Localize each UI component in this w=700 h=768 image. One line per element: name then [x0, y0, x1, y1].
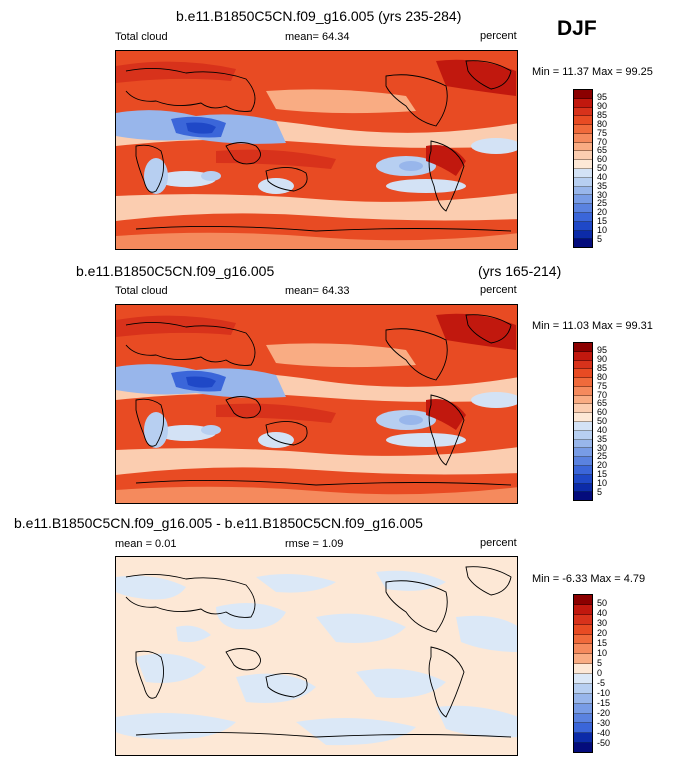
colorbar-tick-label: 25	[597, 451, 608, 462]
panel3-map	[115, 556, 518, 756]
colorbar-tick-label: 10	[597, 477, 608, 488]
colorbar-tick-label: 80	[597, 118, 608, 129]
colorbar-tick-label: 95	[597, 345, 608, 356]
colorbar-tick-label: 20	[597, 628, 608, 639]
colorbar-tick-label: -10	[597, 687, 611, 698]
panel1-units: percent	[480, 30, 517, 42]
panel3-minmax: Min = -6.33 Max = 4.79	[532, 573, 646, 585]
colorbar-tick-label: -40	[597, 727, 611, 738]
colorbar-tick-label: 5	[597, 658, 603, 669]
colorbar-tick-label: 25	[597, 198, 608, 209]
panel1-mean: mean= 64.34	[285, 31, 350, 43]
colorbar-tick-label: 95	[597, 92, 608, 103]
colorbar-tick-label: -15	[597, 697, 611, 708]
colorbar-tick-label: 15	[597, 469, 608, 479]
colorbar-tick-label: 40	[597, 608, 608, 619]
colorbar-tick-label: 40	[597, 171, 608, 182]
panel1-title: b.e11.B1850C5CN.f09_g16.005 (yrs 235-284…	[176, 8, 462, 24]
panel2-mean: mean= 64.33	[285, 285, 350, 297]
colorbar-tick-label: 75	[597, 127, 608, 138]
colorbar-tick-label: -30	[597, 717, 611, 728]
panel3-units: percent	[480, 537, 517, 549]
panel1-colorbar	[573, 89, 593, 248]
colorbar-tick-label: 50	[597, 163, 608, 173]
panel1-variable: Total cloud	[115, 31, 168, 43]
colorbar-tick-label: 15	[597, 216, 608, 226]
colorbar-tick-label: 35	[597, 433, 608, 444]
colorbar-tick-label: 20	[597, 207, 608, 218]
panel3-title: b.e11.B1850C5CN.f09_g16.005 - b.e11.B185…	[14, 515, 423, 531]
colorbar-tick-label: 35	[597, 180, 608, 191]
colorbar-tick-label: 0	[597, 668, 603, 678]
colorbar-tick-label: 90	[597, 354, 608, 365]
colorbar-tick-label: 80	[597, 371, 608, 382]
colorbar-tick-label: 10	[597, 224, 608, 235]
panel2-title: b.e11.B1850C5CN.f09_g16.005	[76, 263, 275, 279]
colorbar-tick-label: 30	[597, 442, 608, 453]
colorbar-tick-label: 5	[597, 486, 603, 497]
colorbar-tick-label: -5	[597, 677, 606, 688]
colorbar-tick-label: 75	[597, 380, 608, 391]
colorbar-tick-label: 10	[597, 648, 608, 659]
colorbar-tick-label: 15	[597, 638, 608, 649]
panel3-mean: mean = 0.01	[115, 538, 177, 550]
colorbar-tick-label: 50	[597, 598, 608, 609]
colorbar-tick-label: 85	[597, 363, 608, 373]
panel2-title-years: (yrs 165-214)	[478, 263, 562, 279]
colorbar-tick-label: -50	[597, 737, 611, 748]
panel1-map	[115, 50, 518, 250]
colorbar-tick-label: 30	[597, 189, 608, 200]
panel2-colorbar	[573, 342, 593, 501]
colorbar-tick-label: 50	[597, 416, 608, 426]
colorbar-tick-label: -20	[597, 707, 611, 718]
panel3-rmse: rmse = 1.09	[285, 538, 344, 550]
colorbar-tick-label: 65	[597, 398, 608, 409]
colorbar-tick-label: 85	[597, 110, 608, 120]
colorbar-tick-label: 70	[597, 136, 608, 147]
colorbar-tick-label: 20	[597, 460, 608, 471]
colorbar-tick-label: 90	[597, 101, 608, 112]
season-label: DJF	[557, 17, 597, 40]
colorbar-tick-label: 70	[597, 389, 608, 400]
panel2-units: percent	[480, 284, 517, 296]
colorbar-tick-label: 30	[597, 618, 608, 629]
panel2-minmax: Min = 11.03 Max = 99.31	[532, 320, 653, 332]
colorbar-tick-label: 60	[597, 154, 608, 165]
panel2-variable: Total cloud	[115, 285, 168, 297]
colorbar-tick-label: 65	[597, 145, 608, 156]
panel1-minmax: Min = 11.37 Max = 99.25	[532, 66, 653, 78]
colorbar-tick-label: 60	[597, 407, 608, 418]
panel3-colorbar	[573, 594, 593, 753]
colorbar-tick-label: 40	[597, 424, 608, 435]
panel2-map	[115, 304, 518, 504]
colorbar-tick-label: 5	[597, 233, 603, 244]
